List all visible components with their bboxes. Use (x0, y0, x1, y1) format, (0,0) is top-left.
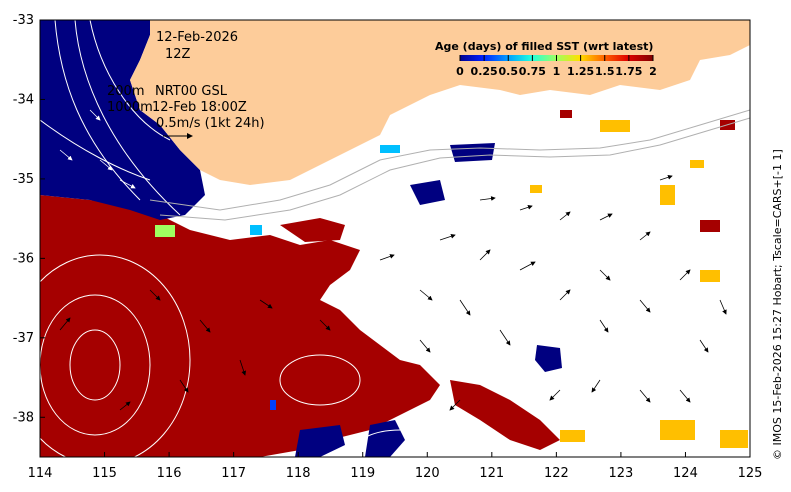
legend-tick-label: 2 (649, 65, 657, 78)
isobath-200-label: 200m (107, 84, 144, 99)
x-tick-label: 115 (92, 466, 117, 481)
age-2-days-region (40, 195, 440, 457)
age-0-days-patch-4 (410, 180, 445, 205)
plot-frame (39, 19, 751, 458)
x-tick-label: 121 (479, 466, 504, 481)
hour-label: 12Z (165, 47, 191, 62)
x-tick-label: 125 (738, 466, 763, 481)
current-vectors-on-fill (59, 289, 331, 411)
current-vectors (379, 174, 727, 411)
isobath-lines (149, 109, 750, 221)
legend-tick-label: 0.25 (471, 65, 498, 78)
legend-tick-label: 1.25 (567, 65, 594, 78)
y-tick-label: -33 (13, 13, 34, 28)
legend-title: Age (days) of filled SST (wrt latest) (435, 40, 653, 53)
age-0-days-patch-5 (450, 143, 495, 162)
land-australia (130, 20, 750, 185)
age-0-days-region (40, 20, 205, 220)
x-tick-label: 122 (544, 466, 569, 481)
age-0-days-patch-2 (365, 420, 405, 457)
x-tick-label: 124 (673, 466, 698, 481)
legend-tick-label: 1.75 (615, 65, 642, 78)
x-tick-label: 118 (286, 466, 311, 481)
legend-tick-label: 1 (553, 65, 561, 78)
vector-scale-label: 0.5m/s (1kt 24h) (156, 116, 265, 131)
legend-ticks: 0 0.25 0.5 0.75 1 1.25 1.5 1.75 2 (456, 55, 657, 78)
age-0-days-patch-1 (295, 425, 345, 457)
time-label: 12-Feb 18:00Z (152, 100, 247, 115)
x-tick-label: 116 (157, 466, 182, 481)
sea-level-contours (40, 20, 446, 457)
product-label: NRT00 GSL (155, 84, 228, 99)
age-2-days-patch-2 (280, 218, 345, 242)
y-tick-label: -37 (13, 331, 34, 346)
current-vectors-white (59, 109, 136, 189)
x-tick-label: 114 (28, 466, 53, 481)
x-axis: 114 115 116 117 118 119 120 121 122 123 124 125 (28, 452, 763, 481)
age-0-days-patch-3 (535, 345, 562, 372)
legend-tick-label: 0.5 (499, 65, 519, 78)
y-tick-label: -34 (13, 92, 34, 107)
legend-tick-label: 1.5 (595, 65, 615, 78)
map-plot-area (40, 20, 750, 457)
x-tick-label: 117 (221, 466, 246, 481)
isobath-1000-label: 1000m (107, 100, 153, 115)
y-tick-label: -36 (13, 251, 34, 266)
y-tick-label: -38 (13, 410, 34, 425)
date-label: 12-Feb-2026 (156, 30, 238, 45)
y-axis: -33 -34 -35 -36 -37 -38 (13, 13, 45, 425)
credit-text: © IMOS 15-Feb-2026 15:27 Hobart; Tscale=… (771, 149, 784, 460)
legend-tick-label: 0.75 (519, 65, 546, 78)
legend-tick-label: 0 (456, 65, 464, 78)
x-tick-label: 119 (350, 466, 375, 481)
age-2-days-patch-1 (450, 380, 560, 450)
x-tick-label: 123 (608, 466, 633, 481)
y-tick-label: -35 (13, 172, 34, 187)
x-tick-label: 120 (415, 466, 440, 481)
